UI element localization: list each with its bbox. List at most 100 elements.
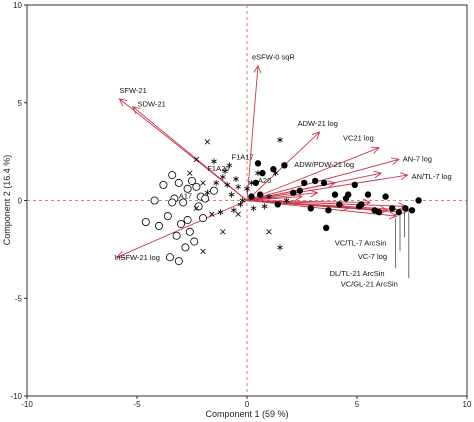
data-point-open [163,212,172,221]
data-point-open [154,221,163,230]
x-tick-label: -10 [21,400,33,409]
data-point-asterisk [250,205,257,212]
x-tick-label: -5 [133,400,141,409]
data-point-asterisk [277,244,283,251]
data-point-filled [296,187,303,194]
data-point-asterisk [222,168,228,175]
data-point-filled [331,191,339,198]
data-point-open [209,186,218,195]
point-label: A17 [179,192,192,201]
x-tick-label: 10 [463,400,472,409]
loading-label: DL/TL-21 ArcSin [330,269,385,278]
loading-label: eSFW-0 sqR [252,53,295,62]
data-point-filled [364,191,372,198]
data-point-open [172,231,181,240]
data-point-asterisk [255,170,261,177]
data-point-cross [193,205,200,212]
data-point-filled [290,189,297,196]
y-tick-label: -5 [15,294,23,303]
data-point-asterisk [266,193,272,200]
annotation-labels: eSFW-0 sqR SFW-21 SDW-21 ADW-21 log VC21 log… [114,53,451,289]
data-point-asterisk [277,136,283,143]
data-point-cross [200,180,206,186]
data-point-open [174,178,183,187]
y-tick-label: 5 [18,99,23,108]
x-tick-label: 5 [355,400,360,409]
data-point-asterisk [261,203,268,210]
loading-label: VC21 log [343,134,374,143]
data-point-asterisk [224,181,231,188]
data-point-asterisk [248,179,255,186]
data-point-open [165,253,174,262]
data-point-open [179,198,188,207]
y-axis-label: Component 2 (16.4 %) [2,155,12,246]
loading-arrow [246,64,262,201]
data-point-open [187,176,196,185]
loading-label: ADW/PDW-21 log [294,160,354,169]
data-point-filled [320,179,328,187]
data-point-cross [187,170,193,176]
loading-arrow [116,200,248,258]
data-point-filled [274,201,281,208]
data-point-asterisk [204,189,211,196]
data-point-cross [193,156,200,163]
data-point-asterisk [235,183,242,190]
data-point-open [174,257,183,266]
loading-label: AN/TL-7 log [412,172,452,181]
data-point-cross [200,248,206,255]
loading-arrow [246,200,398,220]
loading-label: ADW-21 log [298,119,338,128]
data-point-filled [252,179,259,187]
point-label: F1A20 [207,164,229,173]
data-point-asterisk [233,175,239,182]
score-points [141,136,422,266]
data-point-open [168,198,177,207]
data-point-open [141,218,150,227]
data-point-filled [415,197,422,204]
data-point-filled [307,205,314,212]
data-point-asterisk [226,162,233,169]
loading-label: VC/TL-7 ArcSin [335,238,387,247]
data-point-filled [351,181,358,189]
data-point-cross [266,229,272,235]
x-axis-label: Component 1 (59 %) [205,409,288,419]
loading-label: SDW-21 [138,100,166,109]
data-point-open [198,214,207,223]
loading-label: InSFW-21 log [114,253,160,262]
data-point-filled [257,191,264,198]
data-point-cross [209,211,215,217]
reference-lines [27,5,467,396]
data-point-asterisk [211,158,217,165]
data-point-asterisk [219,174,226,181]
loading-label: AN-7 log [403,154,432,163]
data-point-filled [342,195,350,202]
loading-label: VC-7 log [358,252,387,261]
data-point-asterisk [239,197,246,204]
data-point-filled [323,224,330,232]
data-point-filled [281,162,288,169]
data-point-filled [270,166,277,173]
point-label: A20 [258,176,271,185]
data-point-open [150,196,159,205]
data-point-open [201,194,210,203]
data-point-open [159,180,168,189]
data-point-filled [408,207,416,214]
loading-arrow [246,172,409,201]
data-point-filled [375,209,383,216]
data-point-filled [259,169,266,177]
data-point-filled [402,205,409,212]
point-label: F1A17 [232,152,254,161]
data-point-filled [382,193,389,200]
data-point-open [183,216,192,225]
data-point-filled [254,160,262,167]
data-point-open [185,227,194,236]
data-point-open [183,184,192,193]
data-point-open [168,171,177,180]
data-point-filled [312,177,319,185]
data-point-filled [358,201,365,208]
loading-label: VC/GL-21 ArcSin [341,279,398,288]
data-point-filled [336,201,343,208]
x-tick-label: 0 [245,400,250,409]
data-point-asterisk [272,170,279,177]
loading-label: SFW-21 [119,86,146,95]
